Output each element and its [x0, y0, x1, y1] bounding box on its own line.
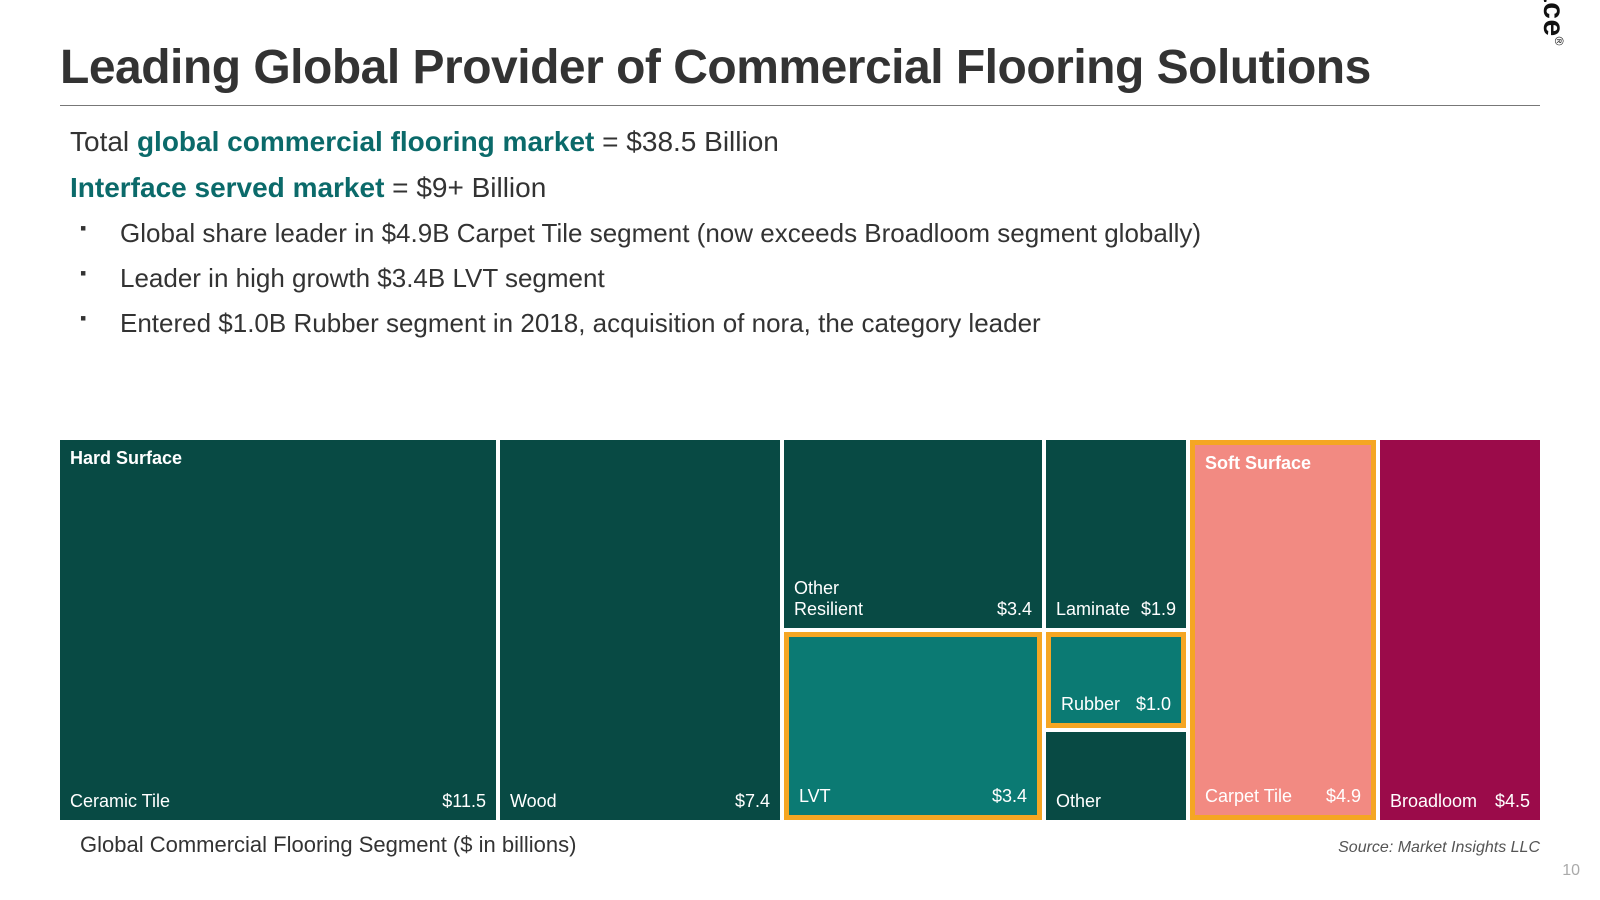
- brand-text: Interface: [1537, 0, 1570, 37]
- treemap-segment-label: Carpet Tile: [1205, 786, 1292, 807]
- treemap-segment-label: Wood: [510, 791, 557, 812]
- treemap-segment-value: $4.9: [1326, 786, 1361, 807]
- caption-row: Global Commercial Flooring Segment ($ in…: [60, 832, 1540, 858]
- brand-logo: Interface®: [1536, 0, 1570, 46]
- bullet-item: Entered $1.0B Rubber segment in 2018, ac…: [80, 308, 1540, 339]
- treemap-segment-value: $1.0: [1136, 694, 1171, 715]
- treemap-segment-label: Ceramic Tile: [70, 791, 170, 812]
- intro-line-2: Interface served market = $9+ Billion: [70, 172, 1540, 204]
- treemap-segment-label: Laminate: [1056, 599, 1130, 620]
- intro2-emph: Interface served market: [70, 172, 384, 203]
- treemap-segment-value: $11.5: [442, 791, 486, 812]
- treemap-segment-ceramic: Hard Surface Ceramic Tile $11.5: [60, 440, 496, 820]
- treemap-segment-value: $3.4: [997, 599, 1032, 620]
- treemap-chart: Hard Surface Ceramic Tile $11.5 Wood $7.4 Oth…: [60, 440, 1540, 820]
- bullet-item: Leader in high growth $3.4B LVT segment: [80, 263, 1540, 294]
- treemap-segment-label: Rubber: [1061, 694, 1120, 715]
- bullet-list: Global share leader in $4.9B Carpet Tile…: [80, 218, 1540, 339]
- intro1-suffix: = $38.5 Billion: [594, 126, 778, 157]
- treemap-segment-other_res: Other Resilient $3.4: [784, 440, 1042, 628]
- bullet-item: Global share leader in $4.9B Carpet Tile…: [80, 218, 1540, 249]
- treemap-segment-label: Broadloom: [1390, 791, 1477, 812]
- intro2-suffix: = $9+ Billion: [384, 172, 546, 203]
- intro1-emph: global commercial flooring market: [137, 126, 594, 157]
- brand-registered: ®: [1552, 37, 1566, 46]
- page-title: Leading Global Provider of Commercial Fl…: [60, 40, 1540, 95]
- intro1-prefix: Total: [70, 126, 137, 157]
- treemap-segment-value: $1.9: [1141, 599, 1176, 620]
- treemap-segment-label: Other: [1056, 791, 1101, 812]
- treemap-segment-broadloom: Broadloom $4.5: [1380, 440, 1540, 820]
- treemap-segment-value: $3.4: [992, 786, 1027, 807]
- chart-source: Source: Market Insights LLC: [1338, 839, 1540, 857]
- treemap-group-label: Hard Surface: [70, 448, 182, 469]
- treemap-segment-carpet: Soft Surface Carpet Tile $4.9: [1190, 440, 1376, 820]
- treemap-segment-lvt: LVT $3.4: [784, 632, 1042, 820]
- treemap-segment-rubber: Rubber $1.0: [1046, 632, 1186, 728]
- treemap-segment-wood: Wood $7.4: [500, 440, 780, 820]
- treemap-segment-label: Other Resilient: [794, 578, 863, 620]
- slide: Leading Global Provider of Commercial Fl…: [0, 0, 1600, 900]
- intro-line-1: Total global commercial flooring market …: [70, 126, 1540, 158]
- treemap-segment-laminate: Laminate $1.9: [1046, 440, 1186, 628]
- treemap-segment-value: $7.4: [735, 791, 770, 812]
- treemap-segment-label: LVT: [799, 786, 831, 807]
- page-number: 10: [1562, 862, 1580, 880]
- treemap-segment-other: Other: [1046, 732, 1186, 820]
- treemap-segment-value: $4.5: [1495, 791, 1530, 812]
- treemap-group-label: Soft Surface: [1205, 453, 1311, 474]
- title-rule: [60, 105, 1540, 106]
- chart-caption: Global Commercial Flooring Segment ($ in…: [60, 832, 576, 858]
